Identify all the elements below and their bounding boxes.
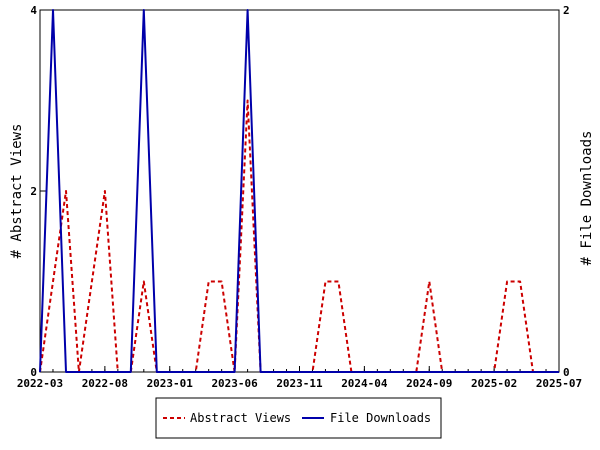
x-tick-label: 2024-04 <box>341 377 388 390</box>
y-left-tick-label: 4 <box>30 4 37 17</box>
y-axis-left-title: # Abstract Views <box>9 124 25 259</box>
legend-box <box>155 397 442 439</box>
x-axis: 2022-03 2022-08 2023-01 2023-06 2023-11 2024-… <box>17 366 582 390</box>
x-tick-label: 2023-06 <box>211 377 258 390</box>
x-tick-label: 2023-01 <box>147 377 194 390</box>
x-tick-label: 2023-11 <box>276 377 323 390</box>
y-left-tick-label: 0 <box>30 366 37 379</box>
y-right-tick-label: 0 <box>563 366 570 379</box>
series-layer <box>39 9 559 373</box>
x-tick-label: 2025-07 <box>536 377 582 390</box>
y-right-tick-label: 2 <box>563 4 570 17</box>
x-tick-label: 2022-08 <box>82 377 128 390</box>
x-tick-label: 2025-02 <box>471 377 517 390</box>
x-tick-label: 2024-09 <box>406 377 452 390</box>
y-axis-right-title: # File Downloads <box>579 131 595 266</box>
legend: Abstract Views File Downloads <box>155 397 442 439</box>
legend-label-abstract-views: Abstract Views <box>190 411 291 425</box>
y-left-tick-label: 2 <box>30 185 37 198</box>
series-line-file-downloads <box>39 9 559 373</box>
x-tick-label: 2022-03 <box>17 377 63 390</box>
plot-area <box>39 9 560 373</box>
legend-label-file-downloads: File Downloads <box>330 411 431 425</box>
